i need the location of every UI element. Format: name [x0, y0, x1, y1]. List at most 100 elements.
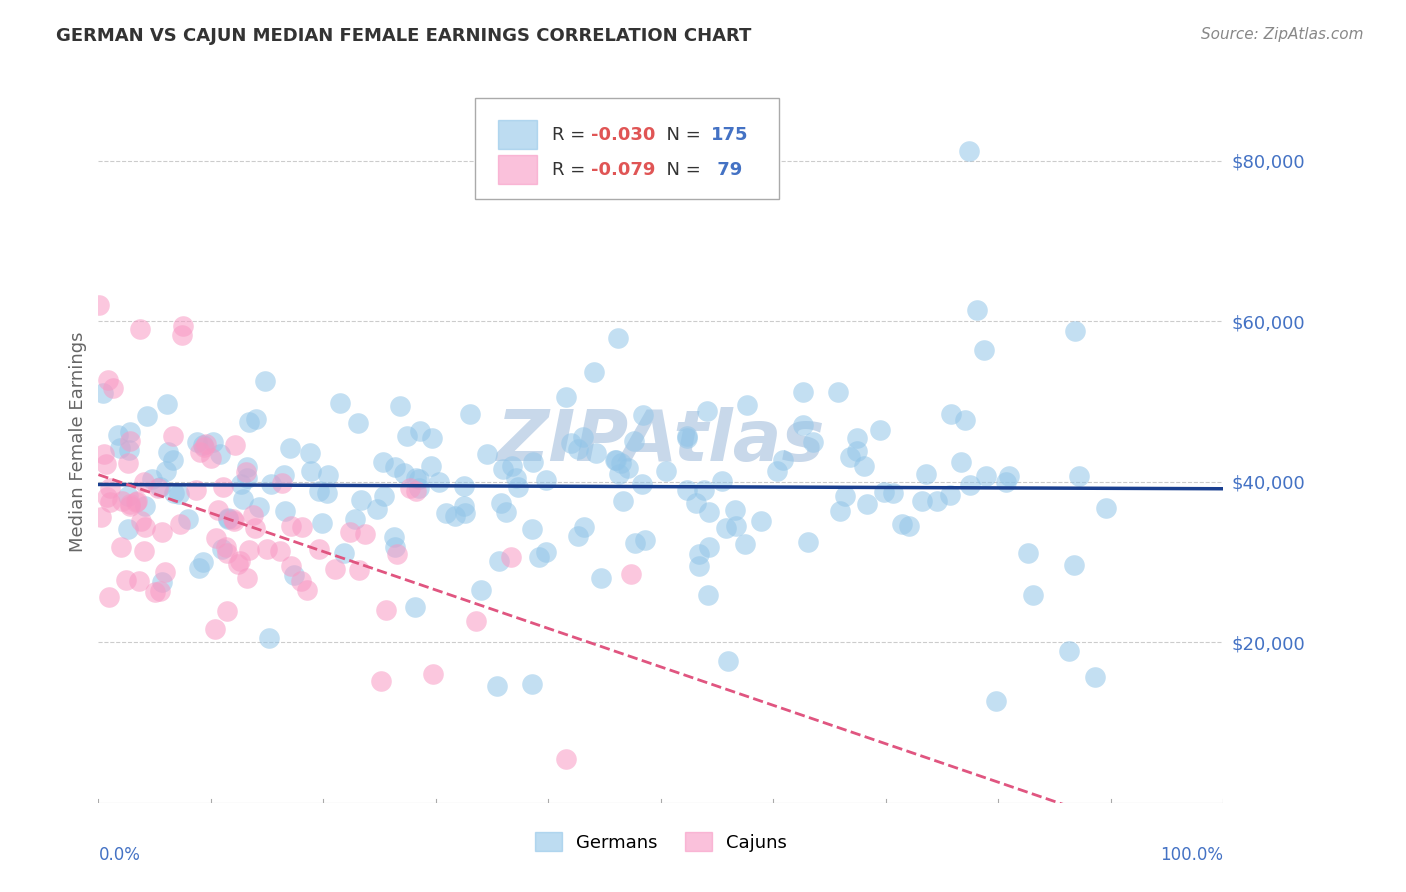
Point [117, 522, 139, 536]
Point [344, 512, 367, 526]
Bar [498, 120, 537, 149]
Point [224, 438, 246, 452]
Point [724, 503, 747, 517]
Y-axis label: Median Female Earnings: Median Female Earnings [69, 331, 87, 552]
Point [236, 460, 259, 475]
Point [373, 490, 395, 504]
Point [217, 511, 239, 525]
Point [882, 486, 904, 500]
Point [957, 145, 980, 159]
Point [117, 456, 139, 470]
Point [1095, 501, 1118, 516]
Point [897, 519, 920, 533]
Point [631, 408, 654, 422]
Point [398, 481, 420, 495]
Point [846, 431, 869, 445]
Point [623, 536, 645, 550]
Point [90, 510, 112, 524]
Text: Source: ZipAtlas.com: Source: ZipAtlas.com [1201, 27, 1364, 42]
Point [572, 520, 595, 534]
Point [257, 632, 280, 646]
Point [392, 467, 415, 481]
Point [278, 441, 301, 455]
Point [405, 484, 427, 499]
Text: 0.0%: 0.0% [98, 847, 141, 864]
Point [974, 468, 997, 483]
Point [890, 517, 912, 532]
Point [172, 318, 194, 333]
Point [675, 429, 697, 443]
Point [834, 489, 856, 503]
Point [129, 322, 152, 336]
Point [710, 474, 733, 488]
Point [256, 542, 278, 557]
Point [98, 495, 121, 509]
Point [115, 573, 138, 587]
Point [243, 521, 266, 535]
Point [207, 502, 229, 516]
Point [366, 501, 388, 516]
Text: N =: N = [655, 126, 707, 144]
Point [193, 441, 215, 455]
Point [134, 499, 156, 513]
Point [688, 558, 710, 573]
Point [323, 562, 346, 576]
Point [118, 425, 141, 439]
Point [405, 471, 427, 485]
Point [229, 477, 252, 491]
Point [409, 424, 432, 438]
Point [370, 674, 392, 689]
Point [259, 476, 281, 491]
Point [143, 585, 166, 599]
Point [505, 471, 527, 485]
Point [299, 464, 322, 478]
Point [204, 622, 226, 636]
Point [298, 446, 321, 460]
Legend: Germans, Cajuns: Germans, Cajuns [527, 825, 794, 859]
Point [998, 469, 1021, 483]
Point [247, 500, 270, 514]
Point [572, 430, 595, 444]
Point [589, 571, 612, 585]
Point [1064, 324, 1087, 338]
Point [995, 475, 1018, 489]
Point [984, 694, 1007, 708]
Point [444, 509, 467, 524]
Point [186, 483, 208, 497]
Point [283, 567, 305, 582]
Point [422, 667, 444, 681]
Point [98, 481, 121, 495]
Point [316, 486, 339, 500]
Point [725, 519, 748, 533]
Point [217, 546, 239, 560]
Text: -0.030: -0.030 [591, 126, 655, 144]
Point [697, 541, 720, 555]
Point [332, 546, 354, 560]
Point [191, 555, 214, 569]
Point [177, 512, 200, 526]
Point [156, 397, 179, 411]
Point [688, 548, 710, 562]
Point [623, 434, 645, 449]
Point [232, 491, 254, 506]
Bar [498, 155, 537, 184]
Point [453, 478, 475, 492]
Point [555, 752, 578, 766]
Point [254, 374, 277, 388]
Point [1063, 558, 1085, 573]
Point [118, 442, 141, 457]
Point [911, 493, 934, 508]
Point [295, 582, 318, 597]
Text: N =: N = [655, 161, 707, 178]
Point [209, 447, 232, 461]
Text: 100.0%: 100.0% [1160, 847, 1223, 864]
Point [925, 493, 948, 508]
Point [396, 428, 419, 442]
Point [610, 456, 633, 470]
Point [385, 547, 408, 561]
Point [696, 403, 718, 417]
Point [117, 489, 139, 503]
Point [486, 679, 509, 693]
Point [492, 461, 515, 475]
Point [236, 471, 259, 485]
